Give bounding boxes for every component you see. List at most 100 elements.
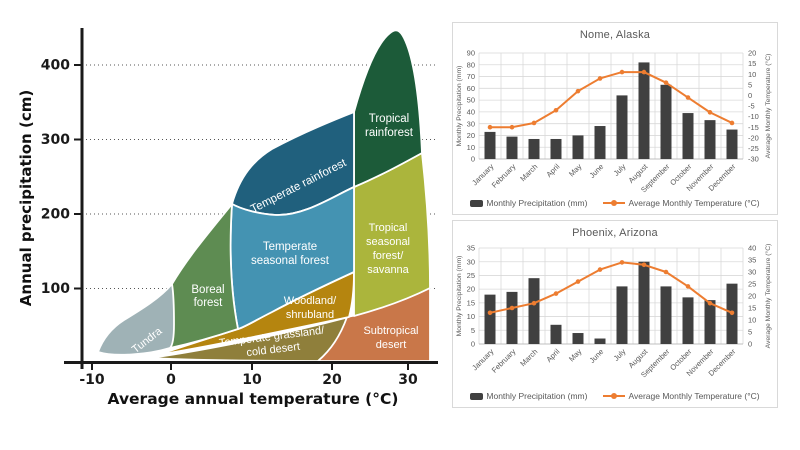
legend-label: Average Monthly Temperature (°C) [628,198,760,208]
left-axis-tick: 80 [467,60,475,69]
precipitation-bar [704,120,716,159]
right-axis-tick: 10 [748,70,756,79]
month-label: July [612,162,628,178]
biome-region-tundra [97,283,175,356]
left-axis-tick: 10 [467,143,475,152]
right-axis-tick: 5 [748,80,752,89]
temperature-marker [663,269,669,275]
left-axis-tick: 60 [467,84,475,93]
biome-diagram: Temperate grassland/cold desert Subtropic… [17,28,438,408]
right-axis-tick: -10 [748,112,759,121]
right-axis-tick: -30 [748,155,759,164]
right-axis-tick: 35 [748,256,756,265]
precipitation-bar [506,136,518,159]
temperature-marker [729,310,735,316]
temperature-marker [487,310,493,316]
biome-label-temperate-seasonal-forest: Temperate seasonal forest [251,241,330,267]
right-axis-tick: 0 [748,91,752,100]
right-axis-tick: -25 [748,144,759,153]
left-axis-tick: 0 [471,340,475,349]
legend-item-temperature: Average Monthly Temperature (°C) [603,391,760,401]
temperature-line [490,71,733,129]
right-axis-tick: 20 [748,292,756,301]
month-label: April [544,162,561,179]
left-axis-tick: 10 [467,312,475,321]
y-tick-label: 100 [41,281,70,297]
biome-label-boreal-forest: Boreal forest [191,284,224,309]
precipitation-bar [726,129,738,159]
legend-item-precipitation: Monthly Precipitation (mm) [470,198,587,208]
month-label: June [588,347,606,365]
temperature-marker [531,300,537,306]
left-axis-tick: 35 [467,244,475,253]
x-tick-label: 0 [166,372,176,388]
left-axis-tick: 90 [467,49,475,58]
right-axis-tick: 15 [748,59,756,68]
legend-label: Average Monthly Temperature (°C) [628,391,760,401]
left-axis-tick: 5 [471,326,475,335]
legend-item-precipitation: Monthly Precipitation (mm) [470,391,587,401]
right-axis-tick: 25 [748,280,756,289]
precipitation-bar [704,300,716,344]
nome-chart-panel: Nome, Alaska 0 10 20 30 40 50 60 70 80 90 -30 -25 -2… [452,22,778,215]
precipitation-bar [484,131,496,159]
legend-label: Monthly Precipitation (mm) [486,198,588,208]
temperature-marker [729,120,735,126]
precipitation-bar [594,126,606,159]
precipitation-bar [638,62,650,159]
precipitation-bar [550,324,562,344]
right-axis-tick: 15 [748,304,756,313]
temperature-marker [597,76,603,81]
temperature-marker [575,279,581,284]
biome-region-tropical-rainforest [353,29,423,188]
right-axis-tick: -20 [748,133,759,142]
temperature-marker [641,69,647,75]
line-series-swatch [603,200,626,206]
bar-series-swatch [470,392,484,400]
month-label: April [544,347,561,364]
month-label: March [518,347,539,368]
line-series-swatch [603,393,626,399]
month-label: March [518,162,539,183]
left-axis-tick: 0 [471,155,475,164]
left-axis-tick: 30 [467,119,475,128]
month-label: May [567,347,584,364]
left-axis-tick: 15 [467,298,475,307]
temperature-marker [707,110,713,115]
precipitation-bar [550,138,562,159]
temperature-marker [531,120,537,126]
right-axis-tick: -5 [748,102,755,111]
left-axis-title: Monthly Precipitation (mm) [456,256,463,337]
precipitation-bar [682,297,694,344]
x-tick-label: 10 [242,372,262,388]
biome-label-tropical-rainforest: Tropical rainforest [365,113,414,139]
x-tick-label: -10 [79,372,105,388]
legend-label: Monthly Precipitation (mm) [486,391,588,401]
bar-series-swatch [470,199,484,207]
precipitation-bar [572,135,584,159]
right-axis-tick: 40 [748,244,756,253]
temperature-marker [663,80,669,85]
right-axis-title: Average Monthly Temperature (°C) [764,54,772,159]
right-axis-tick: 30 [748,268,756,277]
temperature-marker [553,291,559,296]
right-axis-tick: 10 [748,316,756,325]
phoenix-chart-panel: Phoenix, Arizona 0 5 10 15 20 25 30 35 0 5 10 15 20 2… [452,220,778,408]
temperature-marker [575,88,581,94]
left-axis-tick: 70 [467,72,475,81]
x-tick-label: 20 [322,372,342,388]
temperature-marker [597,267,603,272]
month-label: February [490,347,518,375]
month-label: February [490,162,518,190]
left-axis-tick: 25 [467,271,475,280]
temperature-marker [487,124,493,130]
x-tick-label: 30 [398,372,418,388]
biome-region-boreal-forest [169,203,239,349]
precipitation-bar [484,294,496,344]
chart-legend: Monthly Precipitation (mm) Average Month… [453,198,777,208]
month-label: June [588,162,606,180]
chart-legend: Monthly Precipitation (mm) Average Month… [453,391,777,401]
biome-label-woodland-shrubland: Woodland/shrubland [284,295,337,321]
right-axis-title: Average Monthly Temperature (°C) [764,244,772,349]
